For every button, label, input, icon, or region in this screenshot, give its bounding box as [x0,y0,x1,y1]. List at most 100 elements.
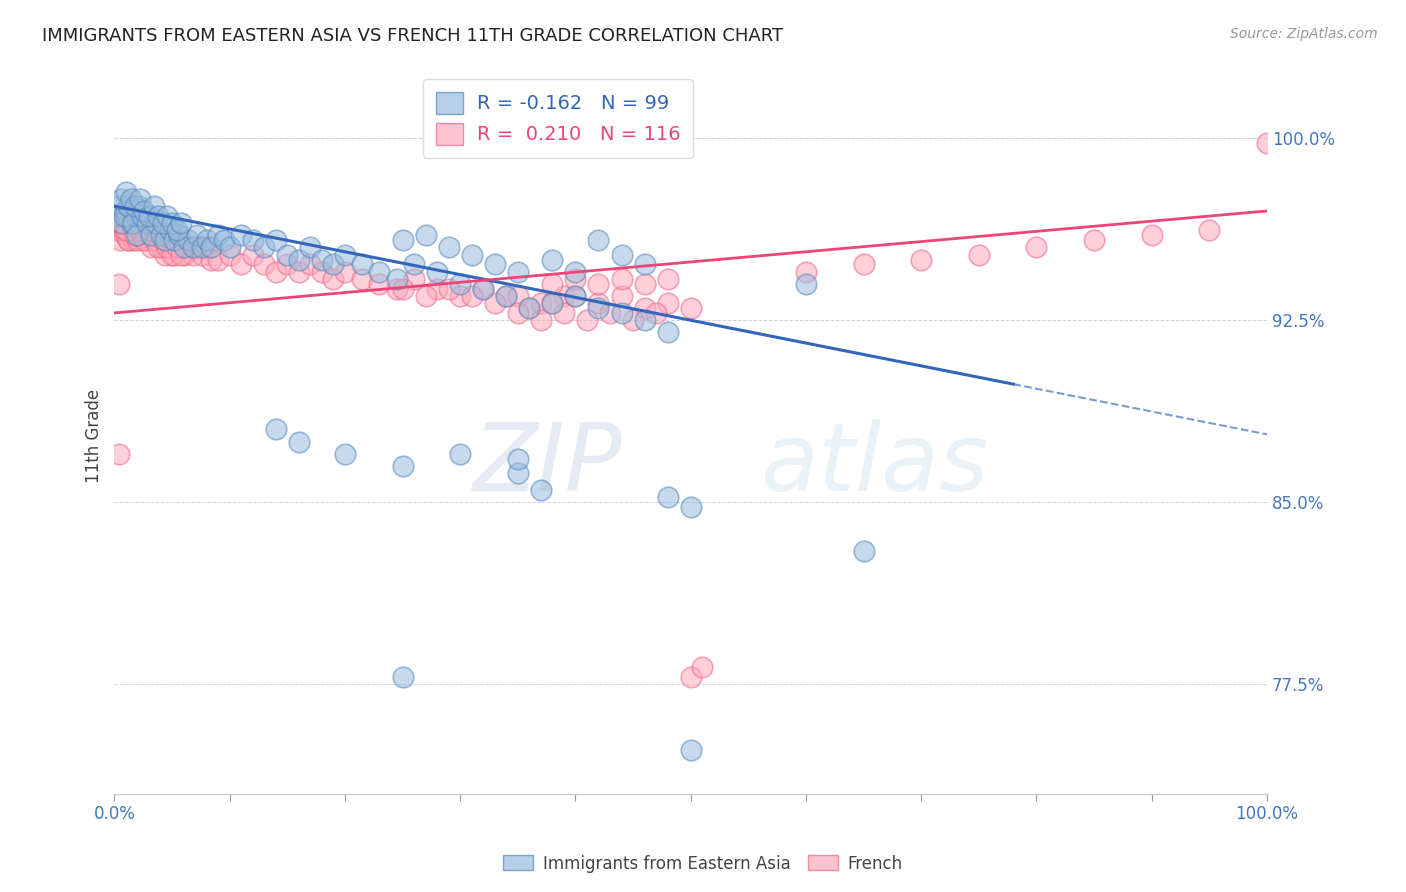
Legend: Immigrants from Eastern Asia, French: Immigrants from Eastern Asia, French [496,848,910,880]
Point [135,233,157,247]
Point [564,265,586,279]
Point [131,223,153,237]
Point [633,301,655,315]
Point [391,458,413,473]
Point [242,233,264,247]
Point [588,233,610,247]
Point [610,272,633,286]
Point [191,240,214,254]
Point [967,248,990,262]
Point [156,240,179,254]
Point [426,265,449,279]
Point [242,248,264,262]
Point [1140,228,1163,243]
Point [127,228,149,243]
Point [264,233,287,247]
Point [437,240,460,254]
Point [128,192,150,206]
Point [253,240,276,254]
Point [124,228,146,243]
Point [506,466,529,480]
Text: ZIP: ZIP [472,418,621,509]
Text: IMMIGRANTS FROM EASTERN ASIA VS FRENCH 11TH GRADE CORRELATION CHART: IMMIGRANTS FROM EASTERN ASIA VS FRENCH 1… [42,27,783,45]
Point [142,233,165,247]
Point [167,240,190,254]
Point [114,228,136,243]
Point [575,313,598,327]
Point [218,240,240,254]
Point [156,209,179,223]
Point [159,223,181,237]
Point [517,301,540,315]
Point [645,306,668,320]
Point [152,233,174,247]
Point [311,265,333,279]
Point [115,216,138,230]
Point [117,233,139,247]
Point [122,204,145,219]
Point [564,289,586,303]
Point [633,257,655,271]
Point [173,248,195,262]
Legend: R = -0.162   N = 99, R =  0.210   N = 116: R = -0.162 N = 99, R = 0.210 N = 116 [423,79,693,158]
Point [253,257,276,271]
Point [852,544,875,558]
Point [195,233,218,247]
Point [120,216,142,230]
Point [460,289,482,303]
Point [1083,233,1105,247]
Point [426,282,449,296]
Point [495,289,517,303]
Point [449,447,471,461]
Point [530,483,553,498]
Text: atlas: atlas [759,418,988,509]
Point [111,216,134,230]
Point [506,306,529,320]
Point [181,240,204,254]
Point [484,257,506,271]
Point [145,216,167,230]
Point [299,240,322,254]
Point [506,265,529,279]
Point [121,216,143,230]
Point [1256,136,1278,150]
Point [108,447,131,461]
Point [588,301,610,315]
Point [1025,240,1047,254]
Point [177,233,200,247]
Point [322,257,344,271]
Point [159,240,181,254]
Point [111,216,134,230]
Point [207,228,229,243]
Point [553,306,575,320]
Point [160,248,183,262]
Point [368,265,391,279]
Point [163,248,186,262]
Point [148,209,170,223]
Point [633,313,655,327]
Point [276,257,298,271]
Point [657,272,679,286]
Point [621,313,644,327]
Text: Source: ZipAtlas.com: Source: ZipAtlas.com [1230,27,1378,41]
Point [495,289,517,303]
Point [138,223,160,237]
Point [311,252,333,267]
Point [108,277,131,291]
Point [588,277,610,291]
Point [288,265,311,279]
Point [472,282,495,296]
Point [110,216,132,230]
Point [131,209,153,223]
Point [231,257,253,271]
Point [391,282,413,296]
Point [142,199,165,213]
Y-axis label: 11th Grade: 11th Grade [86,389,103,483]
Point [186,240,208,254]
Point [352,257,374,271]
Point [166,240,188,254]
Point [195,240,218,254]
Point [333,248,356,262]
Point [352,272,374,286]
Point [541,252,564,267]
